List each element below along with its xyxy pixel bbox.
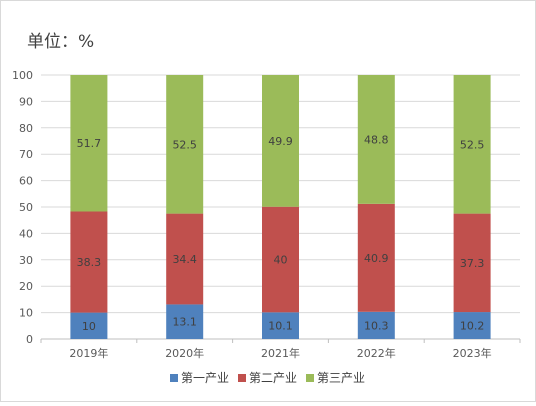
bar-segment: [262, 312, 299, 339]
bar-segment: [166, 75, 204, 214]
bar-segment: [453, 312, 491, 339]
legend-label: 第三产业: [317, 371, 365, 385]
bar-segment: [357, 203, 395, 312]
bar-segment: [70, 312, 108, 339]
data-label: 13.1: [172, 316, 197, 329]
legend-swatch: [170, 374, 178, 382]
data-label: 34.4: [172, 253, 197, 266]
bar-segment: [357, 75, 395, 204]
data-label: 48.8: [364, 133, 389, 146]
bar-segment: [70, 75, 108, 212]
bar-segment: [453, 75, 491, 214]
y-tick-label: 90: [19, 95, 33, 108]
x-tick-label: 2020年: [165, 346, 204, 360]
x-tick-label: 2019年: [69, 346, 108, 360]
x-tick-label: 2023年: [453, 346, 492, 360]
bar-segment: [262, 75, 299, 207]
data-label: 49.9: [268, 135, 293, 148]
x-axis: 2019年 2020年 2021年 2022年 2023年: [40, 339, 521, 360]
y-tick-label: 60: [19, 175, 33, 188]
legend-item: 第一产业: [170, 371, 229, 385]
bar-segment: [70, 211, 108, 313]
data-label: 10: [82, 320, 96, 333]
x-tick-label: 2022年: [357, 346, 396, 360]
y-tick-label: 10: [19, 307, 33, 320]
data-label: 37.3: [460, 257, 485, 270]
data-labels: 10 38.3 51.7 13.1 34.4 52.5 10.1 40 49.9 10.3 40.9…: [77, 133, 485, 332]
bar-segment: [453, 213, 491, 313]
data-label: 40: [274, 254, 288, 267]
data-label: 52.5: [460, 138, 485, 151]
data-label: 40.9: [364, 252, 389, 265]
legend-swatch: [306, 374, 314, 382]
x-tick-label: 2021年: [261, 346, 300, 360]
legend-item: 第三产业: [306, 371, 365, 385]
bar-segment: [166, 304, 204, 339]
data-label: 10.2: [460, 320, 485, 333]
y-tick-label: 70: [19, 148, 33, 161]
y-tick-label: 100: [12, 69, 33, 82]
chart-unit-title: 单位：%: [27, 32, 94, 52]
y-axis-ticks: 0 10 20 30 40 50 60 70 80 90 100: [12, 69, 33, 346]
legend-label: 第二产业: [249, 371, 297, 385]
bars: [70, 75, 491, 339]
y-tick-label: 40: [19, 227, 33, 240]
y-tick-label: 30: [19, 254, 33, 267]
y-tick-label: 50: [19, 201, 33, 214]
y-tick-label: 20: [19, 280, 33, 293]
legend: 第一产业 第二产业 第三产业: [170, 371, 365, 385]
y-tick-label: 0: [26, 333, 33, 346]
data-label: 52.5: [172, 138, 197, 151]
bar-segment: [357, 311, 395, 339]
data-label: 10.1: [268, 320, 293, 333]
legend-item: 第二产业: [238, 371, 297, 385]
y-tick-label: 80: [19, 122, 33, 135]
data-label: 51.7: [77, 137, 102, 150]
bar-segment: [166, 213, 204, 305]
data-label: 38.3: [77, 256, 102, 269]
legend-swatch: [238, 374, 246, 382]
legend-label: 第一产业: [181, 371, 229, 385]
data-label: 10.3: [364, 319, 389, 332]
bar-segment: [262, 206, 299, 313]
